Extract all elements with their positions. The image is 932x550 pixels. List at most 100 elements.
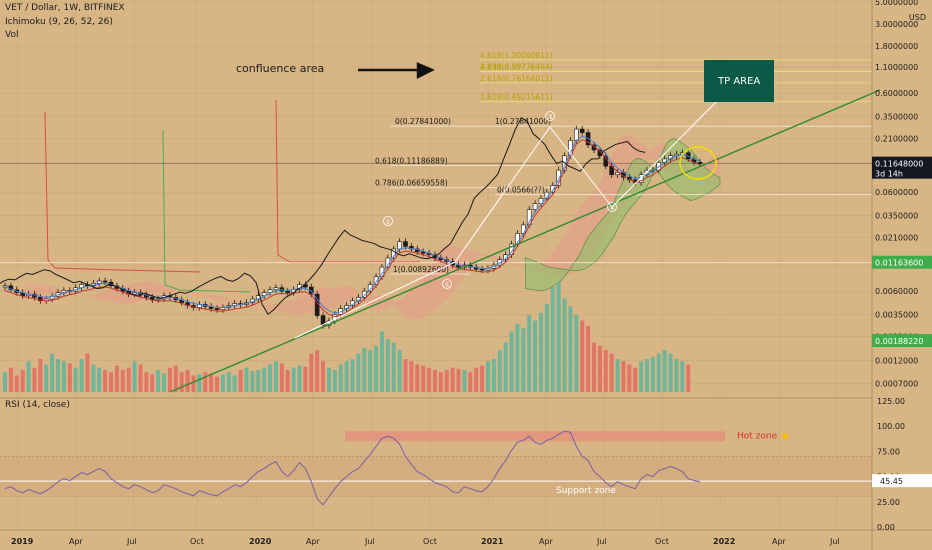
red-spike-2020 (275, 99, 420, 263)
price-grid (0, 0, 872, 530)
volume-bar (627, 364, 632, 392)
time-axis-tick-label: Oct (655, 537, 669, 546)
volume-bar (79, 359, 84, 392)
candle-body (397, 241, 402, 250)
ichimoku-indicator-label[interactable]: Ichimoku (9, 26, 52, 26) (5, 17, 113, 27)
volume-bar (562, 298, 567, 392)
volume-bar (415, 364, 420, 392)
rsi-value-tag (872, 474, 932, 488)
volume-bar (250, 371, 255, 392)
volume-bar (197, 374, 202, 392)
time-axis-tick-label: Jul (596, 537, 607, 546)
rsi-indicator-label[interactable]: RSI (14, close) (5, 400, 70, 410)
wave-line-1 (294, 261, 456, 339)
drawing-overlays[interactable]: 1 5 3 4 TP AREA confluence area (169, 60, 881, 393)
volume-bar (162, 373, 167, 392)
volume-bar (167, 367, 172, 392)
volume-bar (38, 359, 43, 392)
candle-body (503, 254, 508, 260)
volume-bar (621, 361, 626, 392)
volume-bar (44, 364, 49, 392)
volume-bar (256, 370, 261, 392)
volume-bar (609, 353, 614, 392)
rsi-panel: Hot zone Support zone (0, 430, 872, 506)
volume-bar (297, 365, 302, 392)
price-axis-tick-label: 0.0210000 (875, 233, 918, 242)
volume-bar (203, 372, 208, 392)
volume-bar (385, 339, 390, 392)
price-tag-box (872, 334, 932, 348)
price-tag-countdown: 3d 14h (875, 170, 903, 179)
wave-marker (545, 111, 555, 121)
candle-body (574, 128, 579, 141)
volume-bar (114, 365, 119, 392)
fib-level-label: 2.618(0.76164011) (480, 74, 553, 83)
price-axis-tick-label: 3.0000000 (875, 20, 918, 29)
volume-bar (615, 359, 620, 392)
volume-bar (103, 370, 108, 392)
candle-body (96, 280, 102, 284)
volume-bar (338, 364, 343, 392)
candle-body (261, 292, 267, 296)
wave-line-2 (454, 126, 551, 263)
volume-bar (356, 353, 361, 392)
volume-bar (491, 359, 496, 392)
volume-bar (527, 315, 532, 392)
candle-body (532, 203, 538, 210)
volume-bar (185, 370, 190, 392)
volume-bar (480, 365, 485, 392)
time-axis-tick-label: Apr (539, 537, 554, 546)
volume-bar (61, 361, 66, 392)
time-axis-tick-label: Apr (772, 537, 787, 546)
volume-bar (73, 367, 78, 392)
hot-zone-label: Hot zone (737, 431, 778, 441)
rsi-axis-tick-label: 25.00 (877, 498, 900, 507)
volume-bar (668, 353, 673, 392)
support-zone-label: Support zone (556, 486, 616, 496)
volume-bar (503, 342, 508, 392)
kijun-sen-line (4, 139, 701, 318)
volume-bar (262, 367, 267, 392)
fib-level-label: 1(0.00892600) (393, 265, 449, 274)
volume-bar (3, 372, 7, 392)
volume-bar (303, 366, 308, 392)
wave-marker-label: 3 (548, 113, 552, 121)
price-axis-tick-label: 0.0350000 (875, 211, 918, 220)
volume-bar (191, 375, 196, 392)
volume-bar (639, 361, 644, 392)
volume-bar (285, 370, 290, 392)
volume-bar (56, 359, 61, 392)
volume-indicator-label[interactable]: Vol (5, 30, 19, 40)
volume-bar (179, 372, 184, 392)
fib-level-label: 1.618(0.49215611) (480, 93, 553, 102)
volume-bar (409, 361, 414, 392)
volume-bar (326, 367, 331, 392)
tp-area-label: TP AREA (717, 76, 760, 87)
rsi-value-label: 45.45 (880, 477, 903, 486)
volume-bar (279, 363, 284, 392)
candle-body (320, 315, 326, 326)
volume-bar (232, 375, 237, 392)
volume-bar (374, 345, 379, 392)
volume-bar (432, 370, 437, 392)
candle-body (132, 292, 137, 295)
volume-bar (544, 304, 549, 392)
price-tag-value: 0.01163600 (875, 259, 923, 268)
volume-bar (686, 364, 691, 392)
rsi-axis-tick-label: 125.00 (877, 397, 905, 406)
symbol-title[interactable]: VET / Dollar, 1W, BITFINEX (5, 3, 125, 13)
tp-area-box[interactable] (704, 60, 774, 102)
candle-body (644, 169, 650, 176)
time-axis-tick-label: Oct (190, 537, 204, 546)
volume-bar (126, 367, 131, 392)
candle-body (550, 185, 556, 193)
volume-bar (238, 370, 243, 392)
volume-bar (344, 361, 349, 392)
volume-bar (309, 353, 314, 392)
volume-bar (474, 367, 479, 392)
volume-bar (173, 365, 178, 392)
volume-bar (662, 350, 667, 392)
trendline-green[interactable] (169, 89, 881, 393)
volume-bar (650, 356, 655, 392)
